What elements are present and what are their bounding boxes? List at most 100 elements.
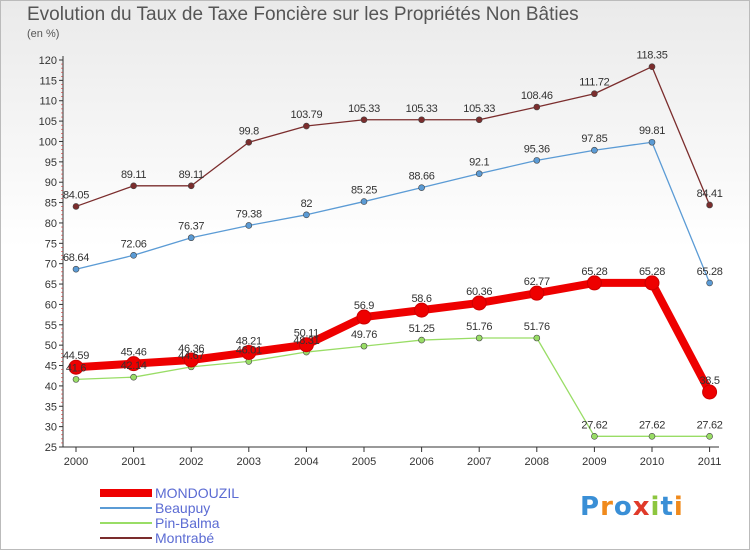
- logo-letter: r: [600, 492, 614, 522]
- data-label-Beaupuy: 65.28: [697, 266, 723, 278]
- data-label-Pin-Balma: 51.25: [409, 323, 435, 335]
- y-tick-label: 110: [39, 96, 57, 108]
- data-label-Beaupuy: 79.38: [236, 208, 262, 220]
- data-point-Montrabé: [706, 201, 713, 209]
- data-label-Montrabé: 118.35: [636, 50, 667, 62]
- x-tick-label: 2007: [467, 456, 491, 468]
- data-point-Beaupuy: [418, 184, 425, 191]
- y-tick-label: 60: [45, 299, 57, 311]
- data-label-Montrabé: 99.8: [239, 125, 259, 137]
- data-label-MONDOUZIL: 62.77: [524, 276, 550, 288]
- logo-letter: i: [650, 492, 661, 522]
- data-label-MONDOUZIL: 65.28: [639, 266, 665, 278]
- data-point-Pin-Balma: [706, 433, 713, 440]
- y-tick-label: 95: [45, 157, 57, 169]
- x-tick-label: 2001: [121, 456, 145, 468]
- x-tick-label: 2011: [698, 456, 722, 468]
- y-tick-label: 25: [45, 442, 57, 454]
- data-point-Pin-Balma: [360, 342, 368, 350]
- x-tick-label: 2010: [640, 456, 664, 468]
- data-label-Beaupuy: 82: [301, 198, 313, 210]
- data-point-Montrabé: [591, 90, 598, 98]
- data-point-MONDOUZIL: [68, 359, 84, 375]
- data-point-Montrabé: [648, 63, 656, 71]
- data-label-Montrabé: 84.41: [697, 188, 723, 200]
- legend-label: Pin-Balma: [155, 515, 220, 531]
- data-point-Pin-Balma: [475, 334, 483, 342]
- data-label-Montrabé: 111.72: [579, 77, 609, 89]
- legend-swatch: [100, 489, 152, 497]
- logo-letter: i: [673, 492, 684, 522]
- data-label-Pin-Balma: 49.76: [351, 329, 377, 341]
- data-point-Montrabé: [533, 103, 541, 111]
- logo-letter: t: [660, 492, 674, 522]
- y-tick-label: 120: [39, 55, 57, 67]
- x-tick-label: 2005: [352, 456, 376, 468]
- data-label-MONDOUZIL: 48.21: [236, 335, 262, 347]
- x-tick-label: 2004: [294, 456, 318, 468]
- data-point-Montrabé: [418, 116, 425, 124]
- data-point-Beaupuy: [130, 251, 137, 259]
- data-point-Montrabé: [245, 138, 253, 146]
- logo-letter: o: [613, 492, 633, 522]
- data-point-Pin-Balma: [130, 373, 137, 381]
- proxiti-logo: Proxiti: [580, 492, 684, 522]
- logo-letter: x: [632, 492, 651, 522]
- data-point-Beaupuy: [475, 170, 483, 177]
- data-point-MONDOUZIL: [298, 337, 314, 353]
- y-tick-label: 115: [39, 75, 57, 87]
- data-label-Montrabé: 89.11: [121, 169, 146, 181]
- data-point-Montrabé: [72, 203, 80, 210]
- y-tick-label: 75: [45, 238, 57, 250]
- x-tick-label: 2008: [525, 456, 549, 468]
- y-tick-label: 40: [45, 381, 57, 393]
- data-point-Montrabé: [360, 116, 368, 124]
- data-point-MONDOUZIL: [356, 309, 372, 325]
- chart-title: Evolution du Taux de Taxe Foncière sur l…: [27, 4, 579, 25]
- data-label-Pin-Balma: 41.6: [66, 362, 86, 374]
- legend-label: Montrabé: [155, 530, 215, 546]
- legend-label: MONDOUZIL: [155, 485, 239, 501]
- data-label-Montrabé: 105.33: [348, 103, 380, 115]
- data-point-Pin-Balma: [533, 334, 541, 342]
- x-tick-label: 2002: [179, 456, 203, 468]
- data-label-Montrabé: 103.79: [290, 109, 322, 121]
- data-label-MONDOUZIL: 56.9: [354, 300, 374, 312]
- series-line-Pin-Balma: [75, 337, 710, 437]
- data-label-Beaupuy: 68.64: [63, 252, 89, 264]
- data-point-Montrabé: [475, 116, 483, 124]
- data-point-MONDOUZIL: [644, 275, 660, 291]
- legend-swatch: [100, 507, 152, 509]
- data-label-Montrabé: 105.33: [463, 103, 495, 115]
- data-point-MONDOUZIL: [183, 352, 199, 368]
- x-tick-label: 2006: [409, 456, 433, 468]
- data-label-Pin-Balma: 51.76: [524, 321, 550, 333]
- series-line-Montrabé: [75, 66, 711, 208]
- data-point-Beaupuy: [591, 146, 598, 154]
- data-point-Beaupuy: [72, 265, 80, 273]
- data-point-MONDOUZIL: [586, 275, 602, 291]
- data-label-Beaupuy: 88.66: [409, 171, 435, 183]
- data-label-Montrabé: 105.33: [406, 103, 438, 115]
- data-label-MONDOUZIL: 58.6: [411, 293, 431, 305]
- data-label-MONDOUZIL: 46.36: [178, 343, 204, 355]
- series-layer: [68, 63, 718, 440]
- data-label-Pin-Balma: 27.62: [697, 419, 723, 431]
- y-tick-label: 35: [45, 401, 57, 413]
- y-tick-label: 80: [45, 218, 57, 230]
- data-point-Beaupuy: [648, 138, 656, 146]
- series-line-Beaupuy: [75, 141, 711, 284]
- data-label-MONDOUZIL: 38.5: [699, 375, 719, 387]
- data-point-Montrabé: [130, 182, 137, 190]
- data-labels-layer: 84.05 89.11 89.11 99.8 103.79 105.33 105.33 105…: [63, 50, 723, 432]
- data-label-MONDOUZIL: 50.11: [294, 328, 319, 340]
- data-point-Pin-Balma: [72, 376, 80, 383]
- data-label-Beaupuy: 76.37: [178, 221, 204, 233]
- data-point-Pin-Balma: [418, 336, 425, 344]
- data-point-MONDOUZIL: [529, 285, 545, 301]
- x-tick-label: 2009: [582, 456, 606, 468]
- data-point-Pin-Balma: [648, 433, 656, 440]
- series-line-MONDOUZIL: [75, 278, 714, 394]
- y-tick-label: 70: [45, 259, 57, 271]
